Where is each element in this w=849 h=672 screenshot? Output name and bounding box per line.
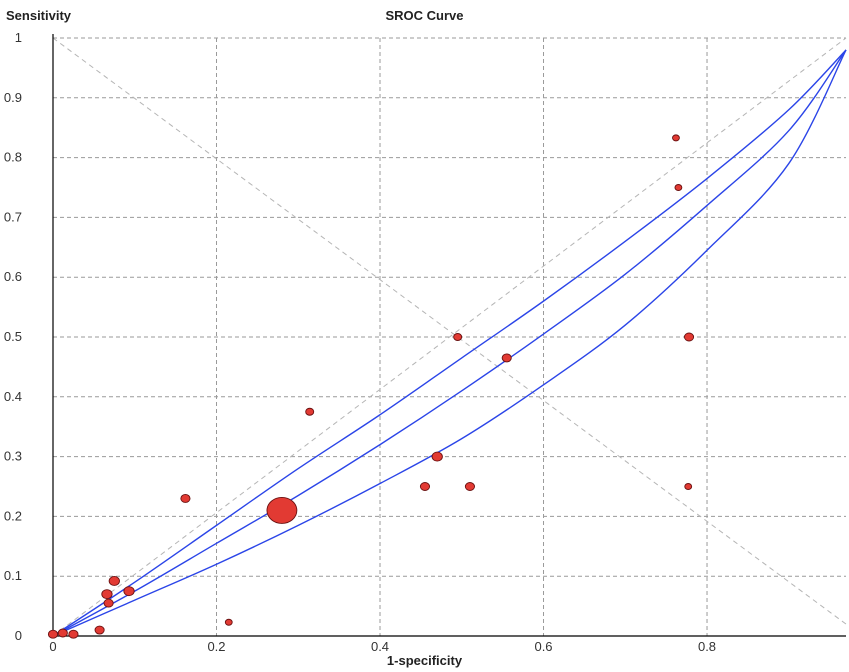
reference-line-diagonal <box>52 37 847 637</box>
curve-lower-ci <box>52 49 847 637</box>
chart-title: SROC Curve <box>385 8 464 23</box>
y-tick-label: 0.5 <box>4 329 22 344</box>
study-point <box>672 134 680 142</box>
study-point <box>453 333 463 341</box>
grid-lines <box>53 37 846 636</box>
y-tick-label: 0.1 <box>4 568 22 583</box>
y-tick-label: 0.3 <box>4 449 22 464</box>
y-tick-label: 0.2 <box>4 508 22 523</box>
x-tick-label: 0.8 <box>698 639 716 654</box>
study-point <box>501 353 512 363</box>
study-point <box>419 482 431 491</box>
axes <box>52 34 846 637</box>
y-axis-title: Sensitivity <box>6 8 72 23</box>
curve-sroc <box>52 49 847 637</box>
study-point <box>57 628 68 638</box>
reference-lines <box>52 37 847 637</box>
study-point <box>101 589 113 600</box>
x-axis-title: 1-specificity <box>386 653 463 668</box>
x-tick-label: 0 <box>49 639 56 654</box>
y-tick-label: 0.4 <box>4 389 22 404</box>
curve-upper-ci <box>52 49 847 637</box>
x-tick-label: 0.4 <box>371 639 389 654</box>
study-point <box>464 482 475 491</box>
study-point <box>684 483 693 490</box>
study-point <box>108 576 120 586</box>
x-tick-label: 0.2 <box>207 639 225 654</box>
y-tick-label: 0 <box>15 628 22 643</box>
study-point <box>180 494 191 503</box>
study-point <box>431 451 443 462</box>
sroc-curves <box>52 49 847 637</box>
y-tick-label: 0.6 <box>4 269 22 284</box>
y-tick-label: 0.9 <box>4 90 22 105</box>
study-point <box>94 625 105 635</box>
study-point <box>266 496 298 524</box>
y-tick-label: 0.7 <box>4 209 22 224</box>
tick-labels: 0 0.2 0.4 0.6 0.8 0 0.1 0.2 0.3 0.4 0.5 0.6 0.7 0.8 0.… <box>4 30 716 654</box>
study-point <box>683 332 695 342</box>
y-tick-label: 0.8 <box>4 150 22 165</box>
reference-line-anti-diagonal <box>52 37 847 625</box>
study-point <box>47 629 59 639</box>
study-point <box>123 586 135 597</box>
study-point <box>68 629 79 639</box>
x-tick-label: 0.6 <box>534 639 552 654</box>
study-point <box>305 407 315 416</box>
study-point <box>224 618 233 626</box>
study-points <box>47 134 695 639</box>
study-point <box>103 598 114 608</box>
study-point <box>674 184 683 191</box>
y-tick-label: 1 <box>15 30 22 45</box>
